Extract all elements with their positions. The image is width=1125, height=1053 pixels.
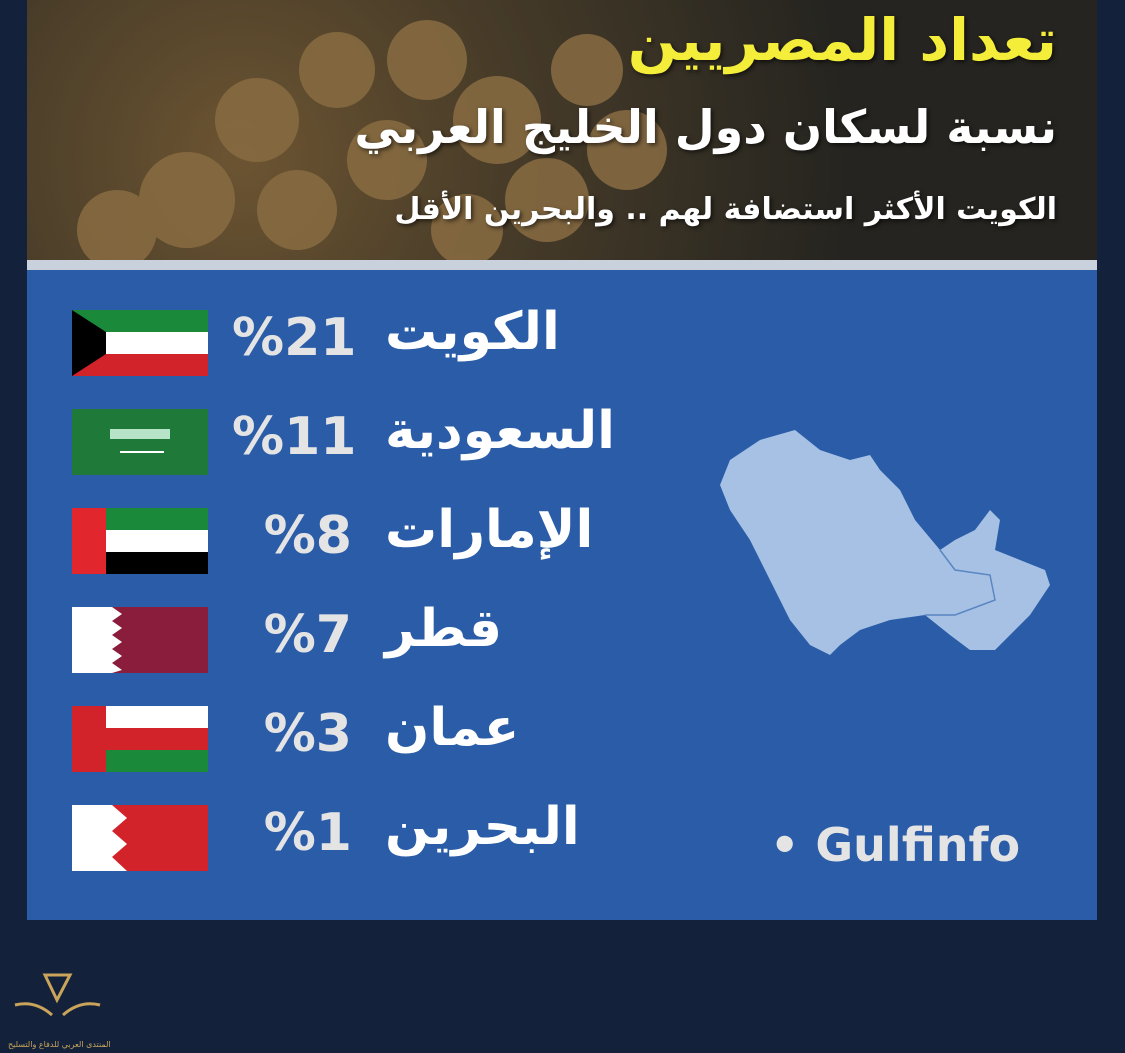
flag	[72, 805, 208, 871]
country: عمان	[385, 698, 520, 758]
flag	[72, 607, 208, 673]
title: تعداد المصريين	[627, 6, 1057, 74]
header-photo: تعداد المصريين نسبة لسكان دول الخليج الع…	[27, 0, 1097, 262]
flag	[72, 508, 208, 574]
country: البحرين	[385, 797, 580, 857]
photo-decoration	[27, 0, 1097, 262]
percent: %21	[232, 308, 357, 368]
country: قطر	[385, 599, 503, 659]
flag	[72, 706, 208, 772]
country: السعودية	[385, 401, 615, 461]
country: الكويت	[385, 302, 560, 362]
source-text: Gulfinfo	[815, 818, 1021, 872]
percent: %1	[263, 803, 352, 863]
percent: %11	[232, 407, 357, 467]
percent: %8	[263, 506, 352, 566]
divider	[27, 260, 1097, 270]
watermark-logo	[14, 973, 101, 1017]
percent: %7	[263, 605, 352, 665]
source: • Gulfinfo	[770, 818, 1021, 872]
tagline: الكويت الأكثر استضافة لهم .. والبحرين ال…	[394, 192, 1057, 227]
percent: %3	[263, 704, 352, 764]
country: الإمارات	[385, 500, 594, 560]
watermark-text: المنتدى العربي للدفاع والتسليح	[8, 1040, 111, 1049]
flag	[72, 409, 208, 475]
flag	[72, 310, 208, 376]
gulf-map	[720, 430, 1050, 655]
subtitle: نسبة لسكان دول الخليج العربي	[354, 100, 1057, 154]
